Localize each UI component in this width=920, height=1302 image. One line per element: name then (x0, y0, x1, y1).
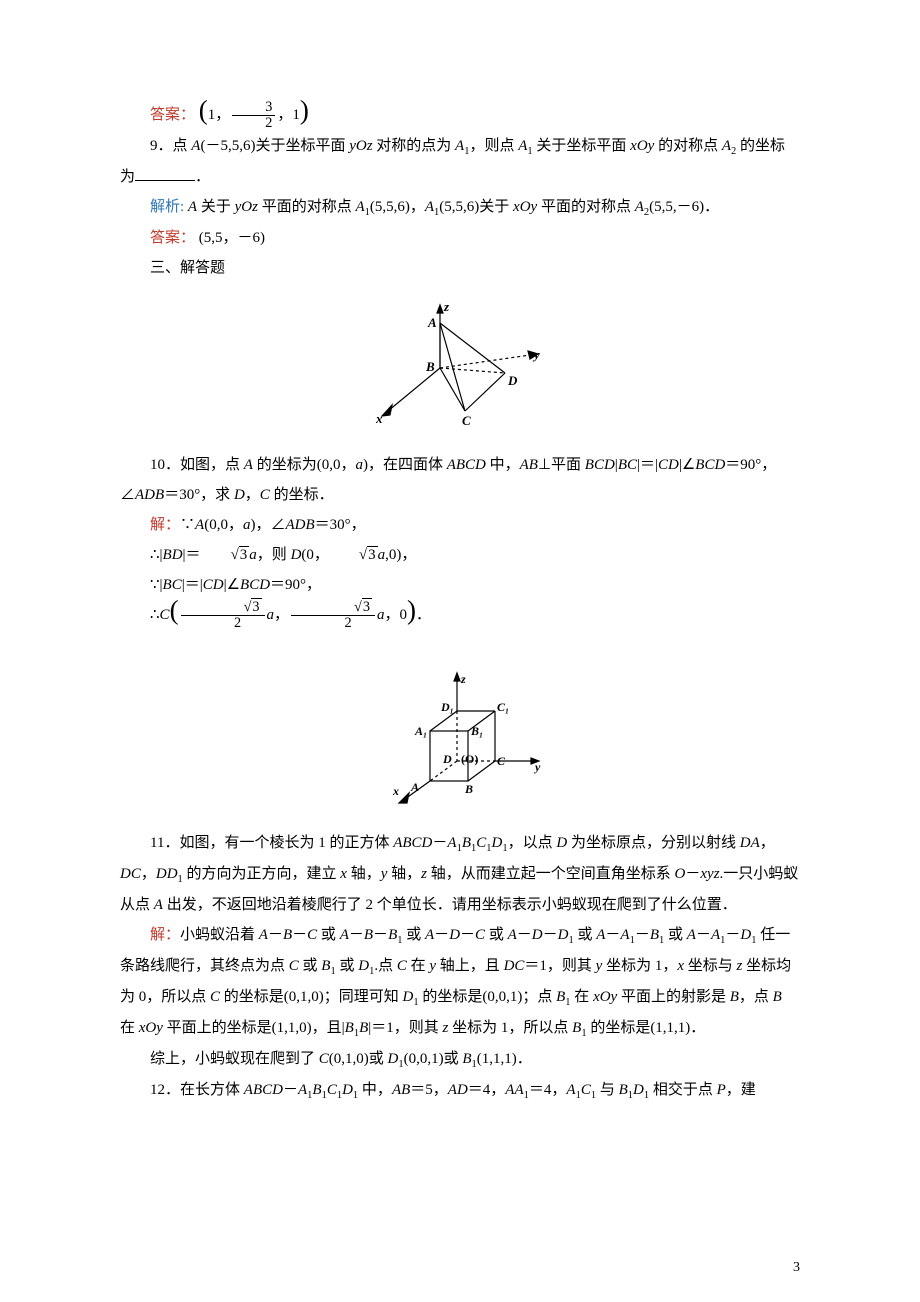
page: 答案： (1，32，1) 9．点 A(－5,5,6)关于坐标平面 yOz 对称的… (0, 0, 920, 1302)
svg-text:B: B (464, 782, 473, 796)
svg-text:x: x (375, 411, 383, 426)
question-12-num: 12． (150, 1082, 180, 1098)
section-3-heading: 三、解答题 (120, 253, 800, 283)
svg-text:C: C (497, 754, 506, 768)
solution-11: 解：小蚂蚁沿着 A－B－C 或 A－B－B1 或 A－D－C 或 A－D－D1 … (120, 920, 800, 1044)
question-12-text: 在长方体 ABCD－A1B1C1D1 中，AB＝5，AD＝4，AA1＝4，A1C… (180, 1082, 756, 1098)
answer-8-value: (1，32，1) (199, 107, 309, 123)
question-10-num: 10． (150, 457, 180, 473)
explanation-9-text: A 关于 yOz 平面的对称点 A1(5,5,6)，A1(5,5,6)关于 xO… (184, 199, 719, 215)
solution-11-text: 小蚂蚁沿着 A－B－C 或 A－B－B1 或 A－D－C 或 A－D－D1 或 … (120, 927, 791, 1036)
svg-text:z: z (460, 672, 466, 686)
svg-text:B₁: B₁ (470, 724, 483, 738)
question-9-num: 9． (150, 138, 173, 154)
solution-10-line-4: ∴C(32a，32a，0)． (120, 600, 800, 631)
svg-text:C: C (462, 413, 471, 428)
svg-text:A₁: A₁ (414, 724, 427, 738)
svg-text:(O): (O) (461, 752, 478, 766)
svg-text:y: y (532, 347, 540, 362)
question-12: 12．在长方体 ABCD－A1B1C1D1 中，AB＝5，AD＝4，AA1＝4，… (120, 1075, 800, 1106)
svg-text:A: A (410, 780, 419, 794)
figure-cube: z y x D₁ C₁ A₁ B₁ D (O) C A B (120, 671, 800, 822)
page-number: 3 (793, 1254, 800, 1282)
solution-10-line-2: ∴|BD|＝3a，则 D(0，3a,0)， (120, 540, 800, 570)
answer-9: 答案： (5,5，－6) (120, 223, 800, 253)
question-9-text: 点 A(－5,5,6)关于坐标平面 yOz 对称的点为 A1，则点 A1 关于坐… (120, 138, 785, 185)
svg-text:C₁: C₁ (497, 700, 509, 714)
solution-10-line-3: ∵|BC|＝|CD|∠BCD＝90°， (120, 570, 800, 600)
question-11-num: 11． (150, 835, 179, 851)
solution-label: 解： (150, 927, 180, 943)
explanation-9: 解析: A 关于 yOz 平面的对称点 A1(5,5,6)，A1(5,5,6)关… (120, 192, 800, 223)
svg-text:y: y (533, 760, 541, 774)
question-11-text: 如图，有一个棱长为 1 的正方体 ABCD－A1B1C1D1，以点 D 为坐标原… (120, 835, 798, 913)
answer-9-value: (5,5，－6) (195, 230, 265, 246)
svg-text:D: D (507, 373, 518, 388)
answer-8: 答案： (1，32，1) (120, 100, 800, 131)
solution-10-line-1: 解：∵A(0,0，a)，∠ADB＝30°， (120, 510, 800, 540)
svg-text:D: D (442, 752, 452, 766)
answer-label: 答案： (150, 230, 195, 246)
solution-11-summary: 综上，小蚂蚁现在爬到了 C(0,1,0)或 D1(0,0,1)或 B1(1,1,… (120, 1044, 800, 1075)
svg-text:B: B (425, 359, 435, 374)
svg-text:A: A (427, 315, 437, 330)
svg-text:D₁: D₁ (440, 700, 454, 714)
figure-tetrahedron: z A B y D C x (120, 293, 800, 444)
question-9: 9．点 A(－5,5,6)关于坐标平面 yOz 对称的点为 A1，则点 A1 关… (120, 131, 800, 192)
svg-text:z: z (443, 299, 450, 314)
question-10: 10．如图，点 A 的坐标为(0,0，a)，在四面体 ABCD 中，AB⊥平面 … (120, 450, 800, 510)
explanation-label: 解析: (150, 199, 184, 215)
question-11: 11．如图，有一个棱长为 1 的正方体 ABCD－A1B1C1D1，以点 D 为… (120, 828, 800, 920)
question-10-text: 如图，点 A 的坐标为(0,0，a)，在四面体 ABCD 中，AB⊥平面 BCD… (120, 457, 776, 503)
answer-label: 答案： (150, 107, 195, 123)
solution-label: 解： (150, 517, 180, 533)
svg-text:x: x (392, 784, 399, 798)
